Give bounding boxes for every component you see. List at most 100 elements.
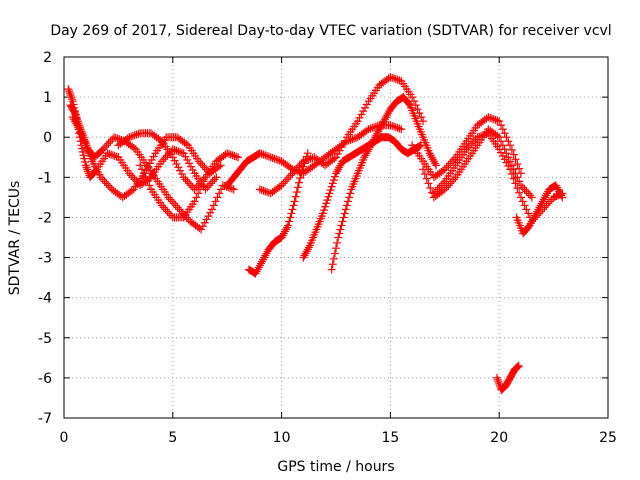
data-point-track-12 — [511, 169, 520, 178]
data-point-track-14 — [539, 195, 548, 204]
data-point-track-11 — [493, 116, 502, 125]
data-point-track-12 — [426, 184, 435, 193]
data-point-track-1 — [174, 147, 183, 156]
data-point-track-5 — [136, 161, 145, 170]
data-point-track-6 — [364, 125, 373, 134]
data-point-track-1 — [206, 179, 215, 188]
data-point-track-9 — [300, 251, 309, 260]
data-point-track-2 — [104, 139, 113, 148]
data-point-track-10 — [379, 117, 388, 126]
data-point-track-2 — [213, 193, 222, 202]
data-point-track-6 — [275, 156, 284, 165]
data-point-track-10 — [427, 153, 436, 162]
data-point-track-2 — [177, 207, 186, 216]
data-point-track-10 — [382, 113, 391, 122]
data-point-track-8 — [408, 93, 417, 102]
data-point-track-10 — [345, 193, 354, 202]
data-point-track-1 — [157, 157, 166, 166]
data-point-track-13 — [524, 209, 533, 218]
x-tick-label: 20 — [490, 430, 508, 446]
data-point-track-7 — [279, 229, 288, 238]
data-point-track-10 — [363, 147, 372, 156]
data-point-track-12 — [442, 183, 451, 192]
data-point-track-10 — [425, 149, 434, 158]
data-point-track-7 — [286, 213, 295, 222]
data-point-track-12 — [497, 137, 506, 146]
x-tick-label: 15 — [381, 430, 399, 446]
data-point-track-7 — [254, 263, 263, 272]
data-point-track-8 — [332, 153, 340, 162]
data-point-track-1 — [67, 93, 76, 102]
data-point-track-3 — [198, 161, 207, 170]
data-point-track-15 — [493, 375, 502, 384]
data-point-track-9 — [336, 161, 345, 170]
data-point-track-3 — [104, 181, 113, 190]
data-point-track-5 — [197, 181, 206, 190]
data-point-track-7 — [262, 249, 271, 258]
data-point-track-3 — [73, 121, 82, 130]
data-point-track-10 — [431, 159, 440, 168]
data-point-track-10 — [372, 131, 381, 140]
data-point-track-11 — [497, 121, 506, 130]
data-point-track-1 — [181, 152, 190, 161]
data-point-track-1 — [83, 167, 92, 176]
data-point-track-5 — [159, 203, 168, 212]
data-point-track-2 — [102, 141, 111, 150]
data-point-track-5 — [165, 209, 174, 218]
data-point-track-10 — [366, 141, 375, 150]
y-tick-label: -3 — [38, 251, 52, 267]
data-point-track-7 — [291, 192, 300, 201]
data-point-track-7 — [283, 223, 292, 232]
data-point-track-9 — [327, 182, 336, 191]
data-point-track-1 — [128, 173, 137, 182]
data-point-track-1 — [210, 175, 219, 184]
data-point-track-2 — [110, 133, 119, 142]
data-point-track-11 — [489, 115, 498, 124]
data-point-track-12 — [506, 157, 515, 166]
data-point-track-1 — [127, 171, 136, 180]
data-point-track-3 — [194, 157, 203, 166]
data-point-track-7 — [284, 221, 293, 230]
data-point-track-1 — [183, 155, 192, 164]
data-point-track-1 — [78, 144, 87, 153]
data-point-track-2 — [111, 133, 120, 142]
data-point-track-7 — [280, 227, 289, 236]
x-tick-label: 5 — [168, 430, 177, 446]
y-tick-label: 1 — [43, 90, 52, 106]
data-point-track-3 — [196, 159, 205, 168]
data-point-track-6 — [255, 149, 264, 158]
data-point-track-9 — [326, 186, 335, 195]
data-point-track-12 — [495, 133, 504, 142]
data-point-track-6 — [393, 123, 402, 132]
data-point-track-14 — [536, 201, 545, 210]
data-point-track-9 — [330, 172, 339, 181]
data-point-track-10 — [329, 254, 338, 263]
data-point-track-1 — [212, 173, 221, 182]
data-point-track-5 — [143, 177, 152, 186]
data-point-track-7 — [292, 188, 301, 197]
data-point-track-8 — [409, 97, 418, 106]
data-point-track-8 — [293, 163, 302, 172]
data-point-track-8 — [335, 146, 344, 155]
data-point-track-1 — [112, 152, 121, 161]
data-point-track-10 — [383, 111, 392, 120]
data-point-track-2 — [169, 199, 178, 208]
y-tick-label: -2 — [38, 210, 52, 226]
data-point-track-13 — [497, 148, 506, 157]
data-point-track-1 — [188, 165, 197, 174]
data-point-track-13 — [435, 183, 444, 192]
data-point-track-2 — [173, 203, 182, 212]
data-point-track-9 — [301, 249, 310, 258]
data-point-track-11 — [444, 161, 453, 170]
data-point-track-12 — [493, 131, 502, 140]
data-point-track-10 — [432, 161, 441, 170]
data-point-track-8 — [275, 182, 284, 191]
data-point-track-6 — [266, 153, 275, 162]
data-point-track-10 — [327, 265, 336, 274]
data-point-track-4 — [168, 153, 177, 162]
data-point-track-8 — [261, 187, 270, 196]
data-point-track-1 — [130, 175, 139, 184]
data-point-track-5 — [166, 211, 175, 220]
data-point-track-10 — [378, 119, 387, 128]
